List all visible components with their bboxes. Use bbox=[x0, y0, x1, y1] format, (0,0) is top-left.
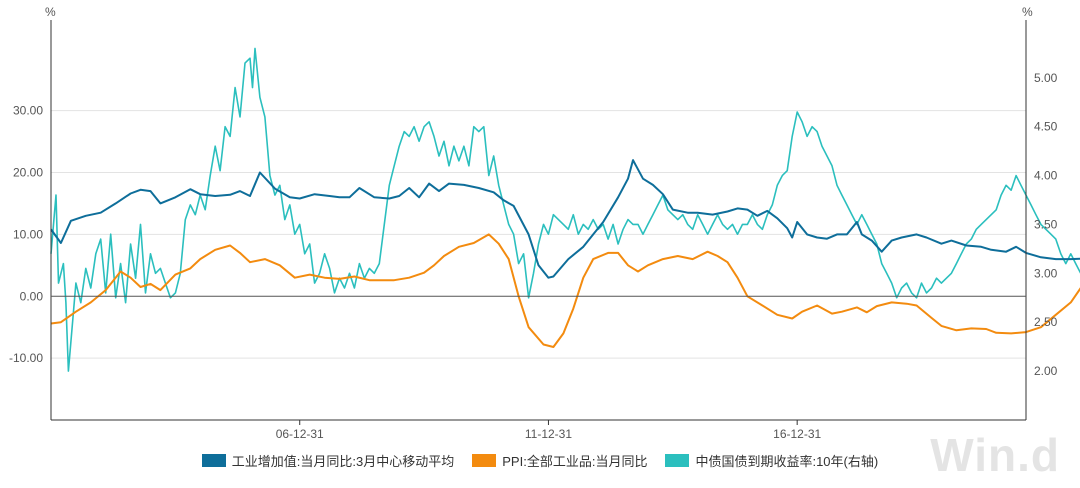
legend: 工业增加值:当月同比:3月中心移动平均 PPI:全部工业品:当月同比 中债国债到… bbox=[0, 449, 1080, 471]
x-tick-label: 06-12-31 bbox=[276, 427, 324, 441]
right-tick-label: 3.00 bbox=[1034, 266, 1058, 280]
x-tick-label: 16-12-31 bbox=[773, 427, 821, 441]
legend-label-ppi: PPI:全部工业品:当月同比 bbox=[502, 453, 648, 469]
right-tick-label: 4.50 bbox=[1034, 120, 1058, 134]
series-line-industrial-value-added bbox=[50, 159, 1080, 279]
left-axis-unit: % bbox=[45, 5, 56, 19]
x-tick-label: 11-12-31 bbox=[525, 427, 572, 441]
legend-item-ip[interactable]: 工业增加值:当月同比:3月中心移动平均 bbox=[201, 451, 455, 470]
legend-label-bond: 中债国债到期收益率:10年(右轴) bbox=[695, 453, 879, 469]
left-tick-label: 30.00 bbox=[13, 104, 43, 118]
right-tick-label: 2.00 bbox=[1034, 364, 1058, 378]
right-axis-unit: % bbox=[1022, 5, 1033, 19]
left-tick-label: 20.00 bbox=[13, 166, 43, 180]
right-tick-label: 2.50 bbox=[1034, 315, 1058, 329]
legend-swatch-bond bbox=[665, 453, 690, 467]
right-tick-label: 4.00 bbox=[1034, 169, 1058, 183]
right-tick-label: 3.50 bbox=[1034, 217, 1058, 231]
watermark-logo: Win.d bbox=[930, 429, 1060, 481]
right-tick-label: 5.00 bbox=[1034, 71, 1058, 85]
gridlines bbox=[51, 110, 1026, 359]
series-lines bbox=[50, 47, 1080, 372]
axes: % % bbox=[45, 5, 1033, 421]
tick-labels: -10.00 0.00 10.00 20.00 30.00 2.00 2.50 3.00 3.5… bbox=[9, 71, 1058, 441]
legend-item-bond[interactable]: 中债国债到期收益率:10年(右轴) bbox=[665, 451, 878, 470]
legend-label-ip: 工业增加值:当月同比:3月中心移动平均 bbox=[231, 453, 455, 469]
left-tick-label: 10.00 bbox=[13, 227, 43, 241]
legend-swatch-ip bbox=[201, 453, 226, 467]
left-tick-label: -10.00 bbox=[9, 351, 43, 365]
series-line-bond-yield bbox=[50, 47, 1080, 372]
legend-swatch-ppi bbox=[472, 453, 497, 467]
series-line-ppi bbox=[50, 233, 1080, 348]
legend-item-ppi[interactable]: PPI:全部工业品:当月同比 bbox=[472, 451, 647, 470]
left-tick-label: 0.00 bbox=[20, 289, 44, 303]
